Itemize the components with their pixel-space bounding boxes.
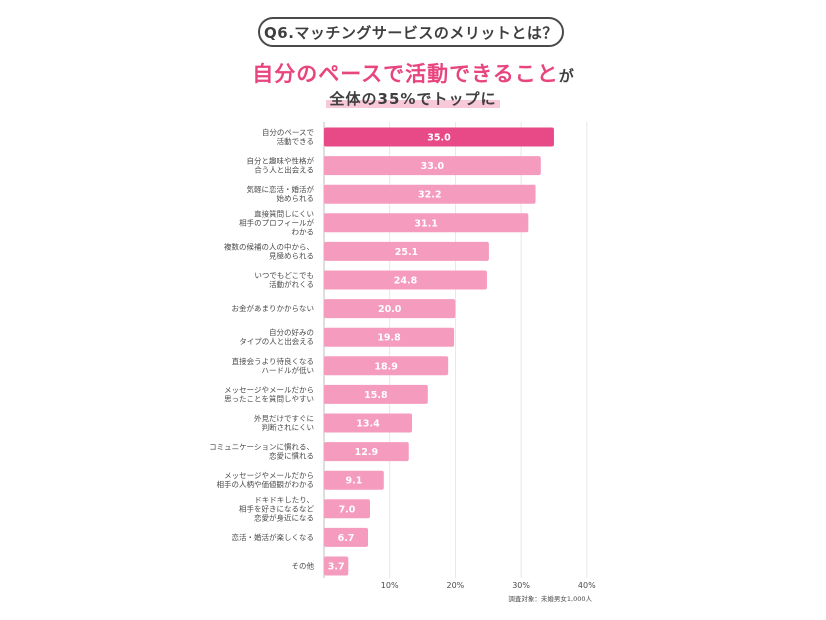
bar-value-label: 15.8 (364, 390, 388, 401)
category-label: 外見だけですぐに判断されにくい (254, 413, 314, 432)
x-tick-label: 30% (512, 581, 530, 590)
bar-value-label: 18.9 (374, 361, 397, 372)
bar-value-label: 7.0 (339, 504, 356, 515)
bar (324, 127, 554, 147)
bar-value-label: 31.1 (414, 218, 437, 229)
category-label: メッセージやメールだから相手の人柄や価値観がわかる (217, 471, 315, 489)
x-tick-label: 10% (381, 581, 399, 590)
category-label: その他 (292, 561, 315, 571)
bar (324, 356, 449, 376)
bar-value-label: 24.8 (394, 276, 418, 287)
category-label: 直接会うより待良くなるハードルが低い (232, 356, 314, 375)
bar (324, 384, 428, 404)
bar (324, 213, 529, 233)
question-title: Q6.マッチングサービスのメリットとは？ (258, 17, 564, 47)
bar-value-label: 6.7 (338, 533, 355, 544)
bar-value-label: 20.0 (378, 304, 402, 315)
survey-note: 調査対象：未婚男女1,000人 (508, 595, 592, 603)
category-label: 自分と趣味や性格が合う人と出会える (247, 156, 315, 175)
category-label: コミュニケーションに慣れる、恋愛に慣れる (209, 442, 314, 461)
bar (324, 499, 370, 519)
bar (324, 156, 541, 176)
category-label: 自分のペースで活動できる (262, 127, 314, 146)
x-tick-label: 20% (447, 581, 465, 590)
headline: 自分のペースで活動できることが (0, 58, 826, 88)
category-label: ドキドキしたり、相手を好きになるなど恋愛が身近になる (239, 495, 314, 522)
bar-value-label: 3.7 (328, 562, 345, 573)
bar (324, 413, 413, 433)
bar (324, 270, 487, 290)
bar (324, 442, 409, 462)
bar (324, 184, 536, 204)
bar-value-label: 12.9 (355, 447, 378, 458)
category-label: 気軽に恋活・婚活が始められる (247, 184, 315, 203)
bar-value-label: 25.1 (395, 247, 418, 258)
bar-value-label: 35.0 (427, 133, 451, 144)
headline-suffix: が (558, 67, 574, 85)
bar (324, 241, 489, 261)
bar (324, 556, 349, 576)
bar (324, 299, 456, 319)
category-label: 恋活・婚活が楽しくなる (232, 532, 315, 542)
category-label: いつでもどこでも活動がれくる (254, 271, 314, 289)
bar-value-label: 19.8 (377, 333, 401, 344)
bar-value-label: 33.0 (421, 161, 445, 172)
category-label: 複数の候補の人の中から、見極められる (224, 241, 314, 260)
bar-value-label: 32.2 (418, 190, 441, 201)
x-tick-label: 40% (578, 581, 596, 590)
category-label: 自分の好みのタイプの人と出会える (239, 327, 314, 346)
bar (324, 327, 455, 347)
category-label: 直接質問しにくい相手のプロフィールがわかる (239, 208, 314, 236)
headline-main: 自分のペースで活動できること (252, 62, 559, 86)
bar (324, 470, 384, 490)
bar (324, 527, 369, 547)
subheadline: 全体の35%でトップに (325, 88, 501, 109)
category-label: メッセージやメールだから思ったことを質問しやすい (224, 385, 314, 403)
bar-value-label: 13.4 (356, 419, 380, 430)
category-label: お金があまりかからない (232, 303, 315, 313)
bar-value-label: 9.1 (345, 476, 362, 487)
subheadline-wrap: 全体の35%でトップに (0, 88, 826, 109)
